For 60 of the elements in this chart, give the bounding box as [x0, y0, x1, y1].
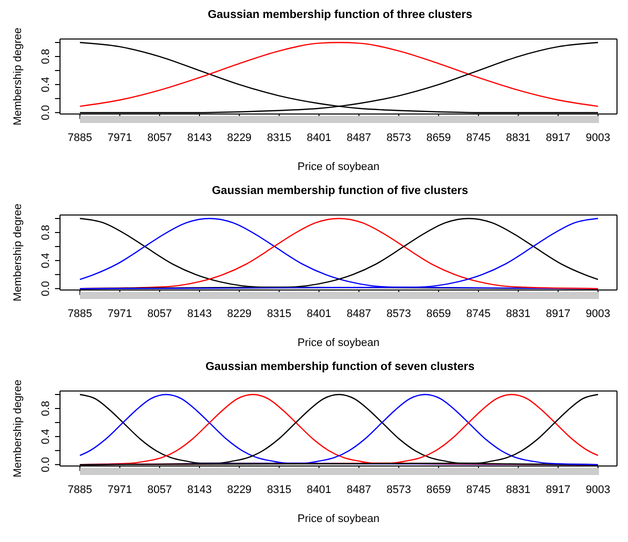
x-tick-label: 8487	[346, 484, 372, 496]
x-tick-label: 7885	[68, 132, 92, 144]
x-tick-label: 8831	[506, 308, 531, 320]
x-tick-label: 8057	[147, 132, 172, 144]
x-tick-label: 8487	[346, 308, 372, 320]
x-tick-label: 8745	[466, 132, 491, 144]
x-tick-label: 8917	[546, 132, 570, 144]
x-tick-label: 9003	[586, 132, 610, 144]
x-tick-label: 8401	[306, 308, 332, 320]
x-tick-label: 8573	[386, 484, 411, 496]
y-tick-label: 0.0	[40, 104, 52, 120]
x-tick-label: 8831	[506, 132, 531, 144]
x-axis-title: Price of soybean	[298, 513, 380, 525]
x-tick-label: 8573	[386, 308, 411, 320]
x-tick-label: 7885	[68, 308, 92, 320]
chart-title: Gaussian membership function of seven clusters	[204, 360, 476, 374]
y-axis-title: Membership degree	[12, 28, 24, 126]
x-tick-label: 8831	[506, 484, 531, 496]
x-tick-label: 8315	[266, 132, 292, 144]
y-tick-label: 0.4	[40, 252, 52, 268]
x-tick-label: 8143	[187, 132, 212, 144]
x-tick-label: 8401	[306, 132, 332, 144]
x-tick-label: 7971	[108, 484, 132, 496]
y-tick-label: 0.8	[40, 400, 52, 416]
x-tick-label: 8659	[426, 308, 451, 320]
x-tick-label: 9003	[586, 484, 610, 496]
y-tick-label: 0.0	[40, 456, 52, 472]
x-tick-label: 8229	[227, 484, 252, 496]
x-tick-label: 8143	[187, 308, 212, 320]
y-axis-title: Membership degree	[12, 380, 24, 478]
x-tick-label: 7971	[108, 308, 132, 320]
x-tick-label: 8573	[386, 132, 411, 144]
x-tick-label: 8315	[266, 484, 292, 496]
x-tick-label: 9003	[586, 308, 610, 320]
y-tick-label: 0.8	[40, 48, 52, 64]
x-tick-label: 8401	[306, 484, 332, 496]
y-tick-label: 0.4	[40, 428, 52, 444]
x-tick-label: 8745	[466, 308, 491, 320]
x-tick-label: 8659	[426, 132, 451, 144]
y-axis-title: Membership degree	[12, 204, 24, 302]
x-tick-label: 8229	[227, 132, 252, 144]
chart-title: Gaussian membership function of five clusters	[210, 184, 470, 198]
x-tick-label: 8057	[147, 484, 172, 496]
x-tick-label: 8917	[546, 484, 570, 496]
x-tick-label: 8487	[346, 132, 372, 144]
x-tick-label: 8143	[187, 484, 212, 496]
x-tick-label: 7971	[108, 132, 132, 144]
x-tick-label: 8057	[147, 308, 172, 320]
x-tick-label: 8917	[546, 308, 570, 320]
x-tick-label: 8745	[466, 484, 491, 496]
y-tick-label: 0.8	[40, 224, 52, 240]
x-axis-title: Price of soybean	[298, 337, 380, 349]
chart-title: Gaussian membership function of three clusters	[206, 8, 474, 22]
x-axis-title: Price of soybean	[298, 161, 380, 173]
x-tick-label: 7885	[68, 484, 92, 496]
x-tick-label: 8315	[266, 308, 292, 320]
y-tick-label: 0.4	[40, 76, 52, 92]
x-tick-label: 8229	[227, 308, 252, 320]
y-tick-label: 0.0	[40, 280, 52, 296]
x-tick-label: 8659	[426, 484, 451, 496]
